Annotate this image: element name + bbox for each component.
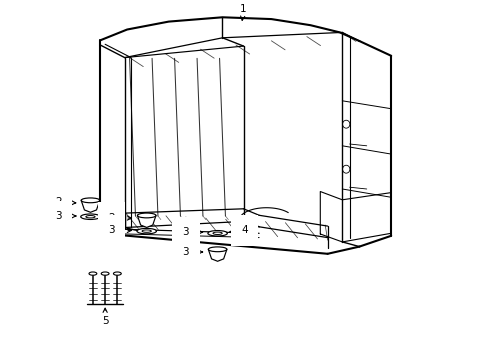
Polygon shape [208,249,226,261]
Text: 3: 3 [182,247,202,257]
Text: 3: 3 [182,227,202,237]
Text: 2: 2 [108,213,131,223]
Text: 1: 1 [240,4,246,21]
Ellipse shape [81,198,100,203]
Ellipse shape [81,214,100,220]
Text: 5: 5 [102,308,108,326]
Polygon shape [81,200,100,212]
Ellipse shape [101,272,109,275]
Ellipse shape [207,230,227,236]
Text: 2: 2 [55,197,76,207]
Ellipse shape [86,216,95,218]
Ellipse shape [208,247,226,252]
Ellipse shape [213,232,222,234]
Ellipse shape [137,228,156,234]
Ellipse shape [113,272,121,275]
Ellipse shape [89,272,97,275]
Polygon shape [137,215,156,228]
Text: 3: 3 [55,211,76,221]
Ellipse shape [137,213,156,218]
Text: 4: 4 [229,225,247,235]
Text: 3: 3 [108,225,131,235]
Ellipse shape [142,230,151,232]
